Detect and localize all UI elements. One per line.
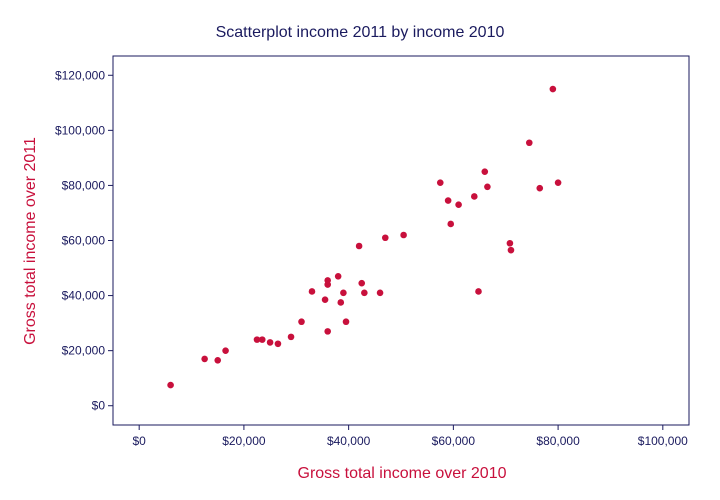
data-point: [554, 179, 562, 186]
data-point: [361, 289, 368, 297]
data-point: [214, 356, 222, 364]
data-point: [201, 355, 208, 363]
y-tick-label: $20,000: [62, 344, 106, 358]
data-point: [471, 193, 478, 200]
data-point: [337, 299, 345, 306]
data-point: [484, 183, 491, 191]
data-point: [525, 139, 533, 147]
data-point: [436, 179, 444, 186]
data-point: [507, 246, 515, 254]
y-tick-label: $60,000: [62, 234, 106, 248]
x-tick-label: $100,000: [638, 434, 688, 448]
data-point: [381, 234, 389, 242]
data-point: [475, 288, 482, 295]
data-point: [481, 168, 489, 175]
x-tick-label: $60,000: [432, 434, 476, 448]
y-axis: $0 $20,000 $40,000 $60,000 $80,000 $100,000 $1…: [55, 68, 113, 413]
data-point: [358, 279, 366, 287]
data-point: [355, 242, 363, 250]
data-point: [321, 296, 329, 304]
y-tick-label: $80,000: [62, 178, 106, 192]
data-point: [266, 339, 274, 346]
data-point: [298, 318, 305, 326]
data-point: [447, 220, 455, 228]
y-axis-label: Gross total income over 2011: [22, 137, 39, 345]
x-tick-label: $0: [133, 434, 147, 448]
x-tick-label: $80,000: [536, 434, 580, 448]
data-point: [400, 231, 407, 239]
data-point: [258, 336, 266, 343]
data-point: [342, 318, 350, 326]
data-points: [167, 85, 562, 389]
data-point: [376, 289, 384, 297]
plot-area-frame: [112, 55, 690, 426]
data-point: [287, 333, 295, 341]
data-point: [253, 336, 261, 343]
data-point: [274, 340, 282, 348]
x-tick-label: $40,000: [327, 434, 371, 448]
y-tick-label: $40,000: [62, 289, 106, 303]
x-axis: $0 $20,000 $40,000 $60,000 $80,000 $100,000: [133, 425, 688, 448]
data-point: [324, 328, 331, 335]
y-tick-label: $100,000: [55, 123, 105, 137]
data-point: [444, 197, 452, 204]
data-point: [549, 85, 557, 93]
data-point: [308, 288, 316, 295]
data-point: [536, 184, 544, 192]
y-tick-label: $0: [92, 399, 106, 413]
x-tick-label: $20,000: [222, 434, 266, 448]
y-tick-label: $120,000: [55, 68, 105, 82]
chart-title: Scatterplot income 2011 by income 2010: [216, 24, 505, 41]
data-point: [324, 277, 331, 284]
data-point: [334, 272, 342, 280]
data-point: [222, 347, 229, 354]
data-point: [167, 381, 174, 389]
data-point: [340, 289, 347, 297]
data-point: [506, 239, 514, 247]
data-point: [455, 201, 462, 209]
x-axis-label: Gross total income over 2010: [298, 465, 507, 482]
